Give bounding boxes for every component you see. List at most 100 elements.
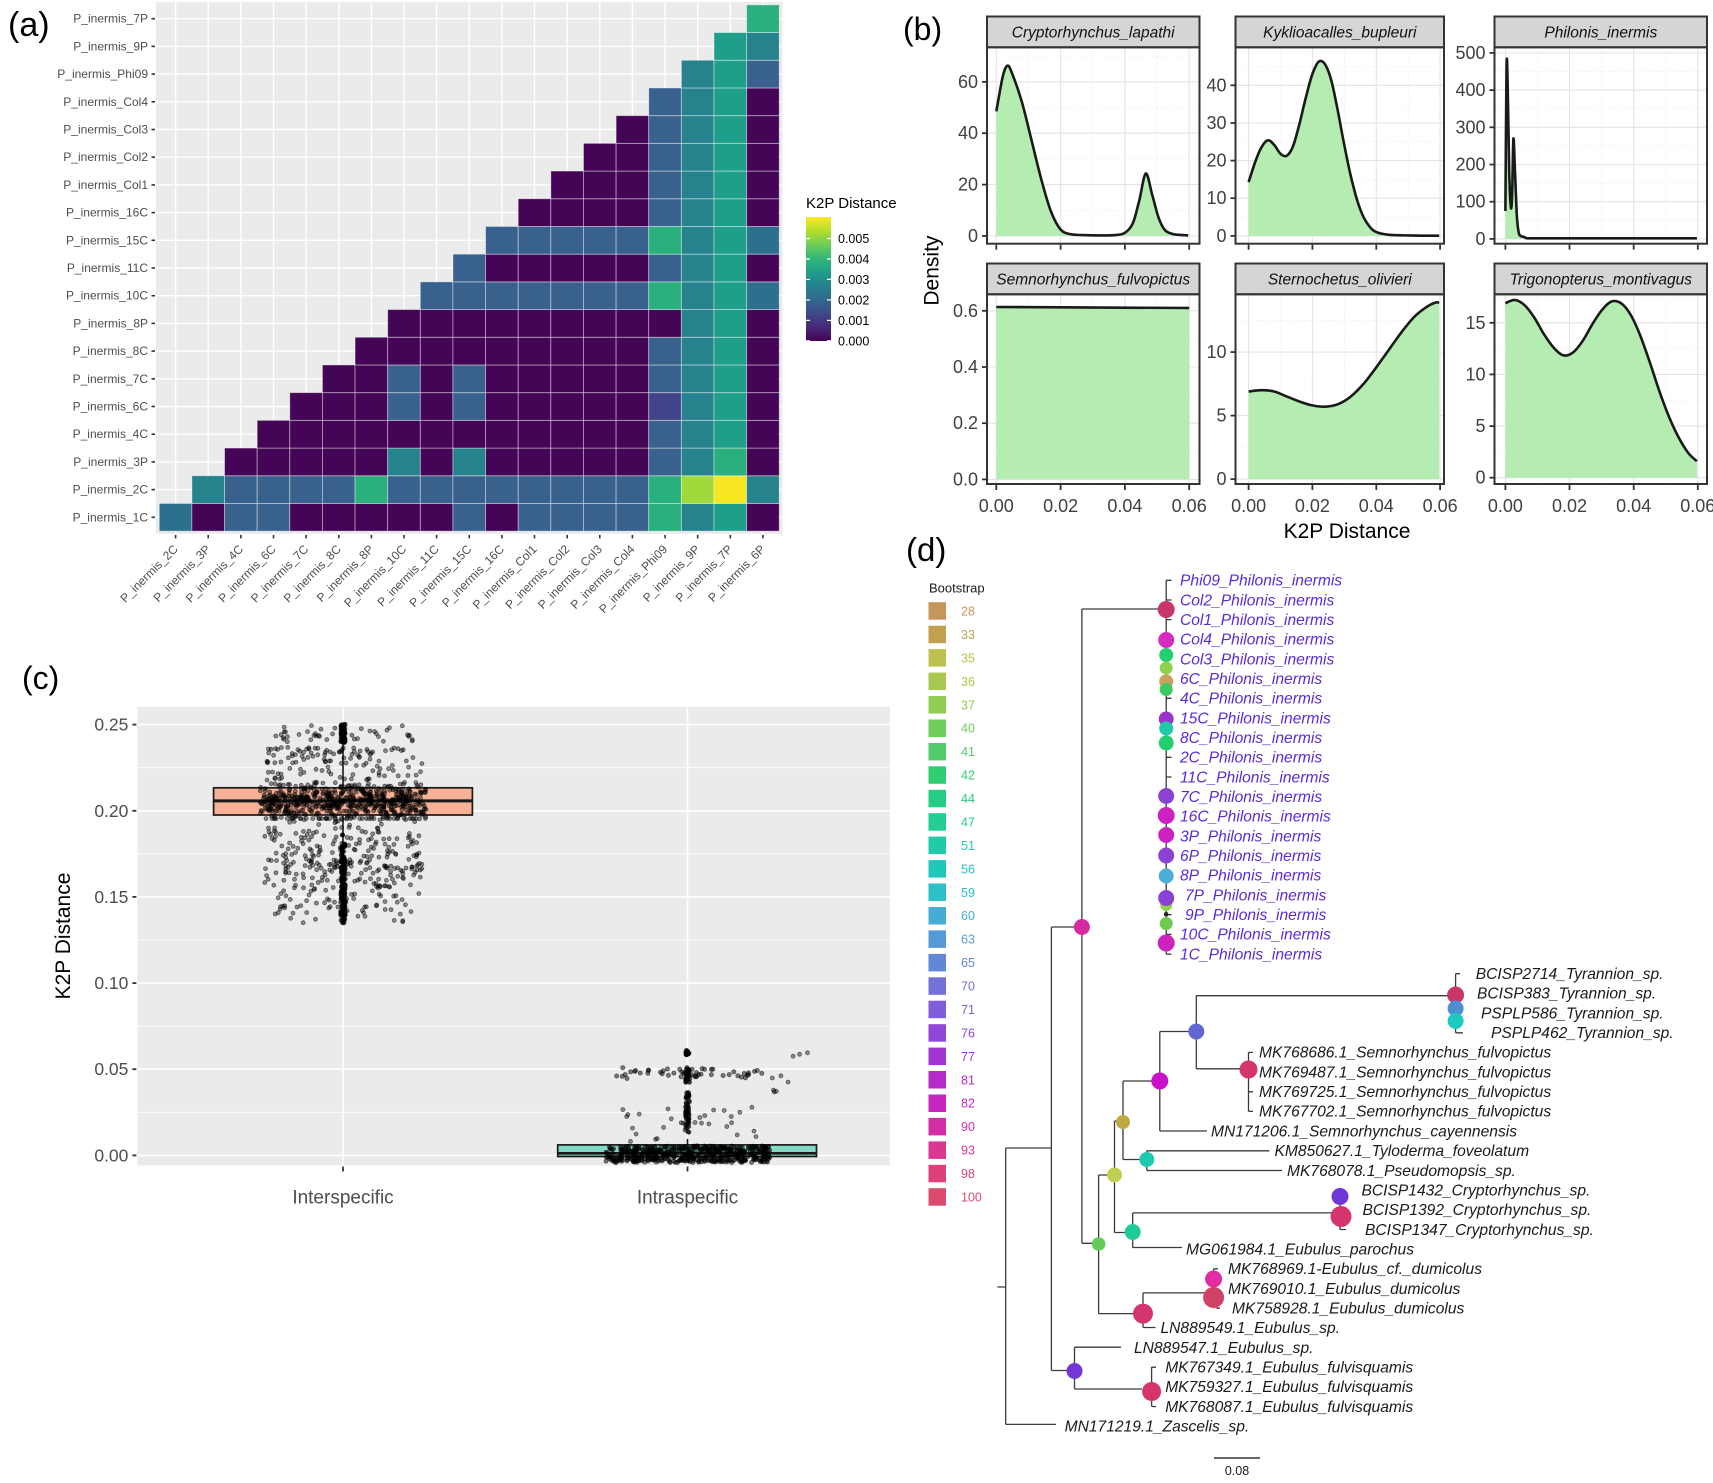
svg-text:33: 33 xyxy=(961,628,975,642)
svg-text:(c): (c) xyxy=(22,660,59,696)
svg-text:MK767702.1_Semnorhynchus_fulvo: MK767702.1_Semnorhynchus_fulvopictus xyxy=(1259,1104,1551,1121)
svg-text:P_inermis_8P: P_inermis_8P xyxy=(73,316,148,330)
svg-text:40: 40 xyxy=(958,123,978,143)
svg-text:P_inermis_11C: P_inermis_11C xyxy=(67,261,148,275)
svg-text:0.0: 0.0 xyxy=(953,469,978,489)
svg-text:P_inermis_3P: P_inermis_3P xyxy=(73,455,148,469)
svg-text:20: 20 xyxy=(958,175,978,195)
svg-text:0: 0 xyxy=(1216,469,1226,489)
svg-text:Semnorhynchus_fulvopictus: Semnorhynchus_fulvopictus xyxy=(996,271,1190,288)
svg-text:MN171219.1_Zascelis_sp.: MN171219.1_Zascelis_sp. xyxy=(1065,1419,1250,1436)
svg-text:93: 93 xyxy=(961,1144,975,1158)
svg-text:100: 100 xyxy=(1455,192,1485,212)
svg-text:0.04: 0.04 xyxy=(1616,496,1651,516)
svg-text:Intraspecific: Intraspecific xyxy=(637,1188,738,1209)
svg-text:MK768078.1_Pseudomopsis_sp.: MK768078.1_Pseudomopsis_sp. xyxy=(1287,1163,1516,1180)
svg-text:0.25: 0.25 xyxy=(94,715,128,735)
svg-text:KM850627.1_Tyloderma_foveolatu: KM850627.1_Tyloderma_foveolatum xyxy=(1275,1143,1530,1160)
svg-text:P_inermis_9P: P_inermis_9P xyxy=(73,39,148,53)
svg-text:BCISP383_Tyrannion_sp.: BCISP383_Tyrannion_sp. xyxy=(1477,986,1656,1003)
svg-text:Cryptorhynchus_lapathi: Cryptorhynchus_lapathi xyxy=(1012,24,1175,41)
svg-text:0.003: 0.003 xyxy=(838,273,869,287)
svg-text:5: 5 xyxy=(1216,406,1226,426)
svg-text:P_inermis_16C: P_inermis_16C xyxy=(66,206,148,220)
svg-text:42: 42 xyxy=(961,769,975,783)
svg-text:35: 35 xyxy=(961,651,975,665)
svg-text:P_inermis_7P: P_inermis_7P xyxy=(73,12,148,26)
svg-text:0.000: 0.000 xyxy=(838,334,869,348)
svg-text:0.15: 0.15 xyxy=(94,887,128,907)
svg-text:8C_Philonis_inermis: 8C_Philonis_inermis xyxy=(1180,730,1322,747)
svg-text:MK769010.1_Eubulus_dumicolus: MK769010.1_Eubulus_dumicolus xyxy=(1228,1281,1461,1298)
svg-text:400: 400 xyxy=(1455,80,1485,100)
svg-text:Col2_Philonis_inermis: Col2_Philonis_inermis xyxy=(1180,592,1334,609)
svg-text:Kyklioacalles_bupleuri: Kyklioacalles_bupleuri xyxy=(1263,24,1417,41)
svg-text:P_inermis_7C: P_inermis_7C xyxy=(73,372,149,386)
svg-text:9P_Philonis_inermis: 9P_Philonis_inermis xyxy=(1185,907,1326,924)
svg-text:Col1_Philonis_inermis: Col1_Philonis_inermis xyxy=(1180,612,1334,629)
svg-text:98: 98 xyxy=(961,1167,975,1181)
svg-text:Density: Density xyxy=(921,235,944,306)
svg-text:4C_Philonis_inermis: 4C_Philonis_inermis xyxy=(1180,691,1322,708)
svg-text:0.002: 0.002 xyxy=(838,293,869,307)
svg-text:10: 10 xyxy=(1206,188,1226,208)
svg-text:71: 71 xyxy=(961,1003,975,1017)
svg-text:0.05: 0.05 xyxy=(94,1059,128,1079)
svg-text:10: 10 xyxy=(1206,342,1226,362)
svg-text:56: 56 xyxy=(961,862,975,876)
svg-text:40: 40 xyxy=(1206,75,1226,95)
svg-text:500: 500 xyxy=(1455,43,1485,63)
svg-text:MK769725.1_Semnorhynchus_fulvo: MK769725.1_Semnorhynchus_fulvopictus xyxy=(1259,1084,1551,1101)
svg-text:40: 40 xyxy=(961,722,975,736)
svg-text:60: 60 xyxy=(961,909,975,923)
svg-text:P_inermis_Col2: P_inermis_Col2 xyxy=(63,150,148,164)
svg-text:0.10: 0.10 xyxy=(94,973,128,993)
svg-text:0.00: 0.00 xyxy=(94,1145,128,1165)
svg-text:LN889549.1_Eubulus_sp.: LN889549.1_Eubulus_sp. xyxy=(1161,1320,1340,1337)
svg-text:0.4: 0.4 xyxy=(953,357,978,377)
svg-text:0.06: 0.06 xyxy=(1423,496,1458,516)
svg-text:70: 70 xyxy=(961,980,975,994)
svg-text:3P_Philonis_inermis: 3P_Philonis_inermis xyxy=(1180,828,1321,845)
svg-text:7C_Philonis_inermis: 7C_Philonis_inermis xyxy=(1180,789,1322,806)
svg-text:0.20: 0.20 xyxy=(94,801,128,821)
svg-text:P_inermis_10C: P_inermis_10C xyxy=(66,289,148,303)
svg-text:44: 44 xyxy=(961,792,975,806)
svg-text:P_inermis_Phi09: P_inermis_Phi09 xyxy=(57,67,148,81)
svg-text:Col3_Philonis_inermis: Col3_Philonis_inermis xyxy=(1180,651,1334,668)
svg-text:MN171206.1_Semnorhynchus_cayen: MN171206.1_Semnorhynchus_cayennensis xyxy=(1211,1123,1517,1140)
svg-text:0.02: 0.02 xyxy=(1043,496,1078,516)
svg-text:MK768969.1-Eubulus_cf._dumicol: MK768969.1-Eubulus_cf._dumicolus xyxy=(1228,1261,1482,1278)
svg-text:2C_Philonis_inermis: 2C_Philonis_inermis xyxy=(1179,750,1322,767)
svg-text:MK759327.1_Eubulus_fulvisquami: MK759327.1_Eubulus_fulvisquamis xyxy=(1165,1379,1413,1396)
svg-text:(d): (d) xyxy=(906,531,946,568)
svg-text:MK758928.1_Eubulus_dumicolus: MK758928.1_Eubulus_dumicolus xyxy=(1232,1301,1465,1318)
svg-text:Interspecific: Interspecific xyxy=(292,1188,393,1209)
svg-text:PSPLP462_Tyrannion_sp.: PSPLP462_Tyrannion_sp. xyxy=(1491,1025,1674,1042)
svg-text:77: 77 xyxy=(961,1050,975,1064)
svg-text:Col4_Philonis_inermis: Col4_Philonis_inermis xyxy=(1180,632,1334,649)
svg-text:6C_Philonis_inermis: 6C_Philonis_inermis xyxy=(1180,671,1322,688)
svg-text:51: 51 xyxy=(961,839,975,853)
svg-text:20: 20 xyxy=(1206,151,1226,171)
svg-text:8P_Philonis_inermis: 8P_Philonis_inermis xyxy=(1180,868,1321,885)
svg-text:P_inermis_Col1: P_inermis_Col1 xyxy=(63,178,148,192)
svg-text:90: 90 xyxy=(961,1120,975,1134)
svg-text:16C_Philonis_inermis: 16C_Philonis_inermis xyxy=(1180,809,1331,826)
svg-text:BCISP1432_Cryptorhynchus_sp.: BCISP1432_Cryptorhynchus_sp. xyxy=(1362,1182,1591,1199)
svg-text:K2P Distance: K2P Distance xyxy=(806,195,897,212)
svg-text:MG061984.1_Eubulus_parochus: MG061984.1_Eubulus_parochus xyxy=(1186,1241,1414,1258)
svg-text:59: 59 xyxy=(961,886,975,900)
svg-text:7P_Philonis_inermis: 7P_Philonis_inermis xyxy=(1185,887,1326,904)
svg-text:37: 37 xyxy=(961,698,975,712)
svg-text:P_inermis_6C: P_inermis_6C xyxy=(73,400,149,414)
svg-text:Bootstrap: Bootstrap xyxy=(929,581,985,596)
svg-text:(b): (b) xyxy=(903,11,942,47)
svg-text:47: 47 xyxy=(961,816,975,830)
svg-text:82: 82 xyxy=(961,1097,975,1111)
svg-text:0.00: 0.00 xyxy=(1231,496,1266,516)
svg-text:63: 63 xyxy=(961,933,975,947)
svg-text:36: 36 xyxy=(961,675,975,689)
svg-text:0.00: 0.00 xyxy=(979,496,1014,516)
svg-text:Trigonopterus_montivagus: Trigonopterus_montivagus xyxy=(1510,271,1693,288)
